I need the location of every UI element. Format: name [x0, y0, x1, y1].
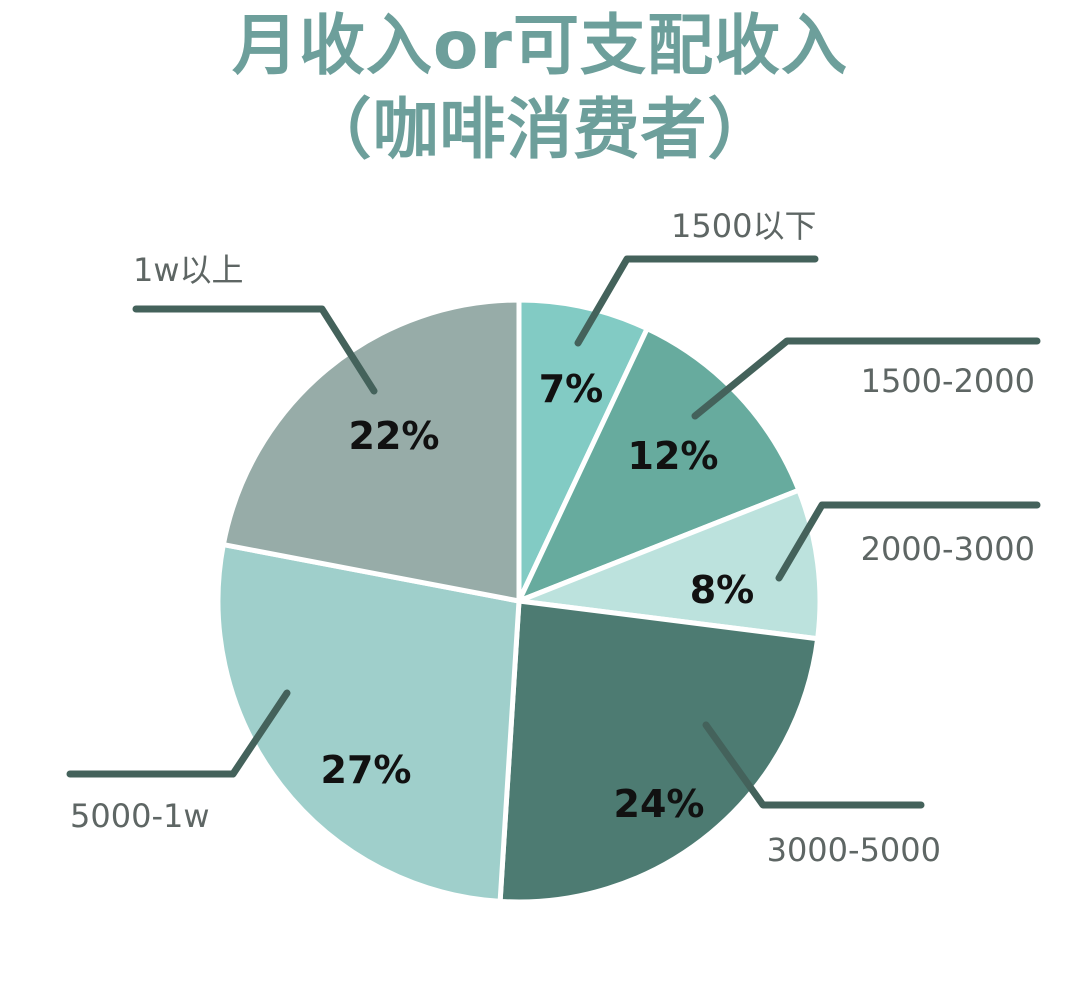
leader-line-5-1w	[132, 305, 378, 395]
pie-slice-3-3000-5000	[497, 598, 821, 905]
leader-line-1-1500-2000	[691, 337, 1041, 420]
category-label-5-1w: 1w以上	[133, 251, 244, 289]
leader-lines	[66, 255, 1041, 809]
percent-label-3-3000-5000: 24%	[614, 782, 705, 826]
percent-label-1-1500-2000: 12%	[628, 434, 719, 478]
percent-label-4-5000-1w: 27%	[321, 748, 412, 792]
percent-label-0-1500: 7%	[539, 367, 604, 411]
category-label-2-2000-3000: 2000-3000	[861, 530, 1035, 568]
chart-title-line2: （咖啡消费者）	[305, 91, 775, 168]
chart-title: 月收入or可支配收入 （咖啡消费者）	[0, 4, 1080, 172]
category-label-0-1500: 1500以下	[671, 207, 816, 245]
leader-line-4-5000-1w	[66, 689, 291, 778]
percent-label-2-2000-3000: 8%	[690, 568, 755, 612]
leader-line-0-1500	[574, 255, 819, 347]
pie-slice-1-1500-2000	[516, 326, 802, 604]
pie-slice-0-1500	[516, 297, 650, 604]
percent-label-5-1w: 22%	[349, 414, 440, 458]
pie-slices	[215, 297, 823, 905]
category-label-4-5000-1w: 5000-1w	[70, 797, 210, 835]
percent-labels: 7% 12% 8% 24% 27% 22%	[321, 367, 755, 826]
category-label-3-3000-5000: 3000-5000	[767, 831, 941, 869]
category-labels: 1500以下 1500-2000 2000-3000 3000-5000 5000-1w…	[70, 207, 1035, 869]
pie-slice-5-1w	[220, 297, 522, 604]
pie-slice-4-5000-1w	[215, 542, 522, 904]
chart-title-line1: 月收入or可支配收入	[232, 7, 848, 84]
leader-line-2-2000-3000	[775, 501, 1041, 582]
leader-line-3-3000-5000	[702, 721, 925, 809]
pie-slice-2-2000-3000	[516, 487, 823, 642]
category-label-1-1500-2000: 1500-2000	[861, 362, 1035, 400]
